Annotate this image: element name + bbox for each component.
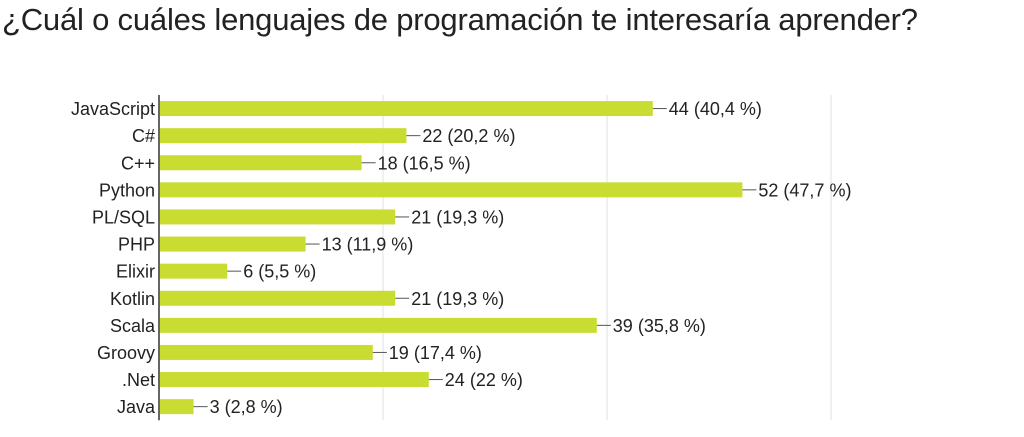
bars (160, 101, 743, 415)
category-label-5: PHP (118, 235, 155, 255)
grid-lines (382, 95, 832, 421)
value-label-10: 24 (22 %) (445, 370, 523, 390)
value-label-3: 52 (47,7 %) (758, 180, 851, 200)
category-label-0: JavaScript (71, 99, 155, 119)
bar-2 (160, 155, 362, 171)
bar-4 (160, 209, 396, 225)
category-label-11: Java (117, 397, 156, 417)
value-label-4: 21 (19,3 %) (411, 207, 504, 227)
value-label-7: 21 (19,3 %) (411, 289, 504, 309)
value-label-1: 22 (20,2 %) (422, 126, 515, 146)
category-label-8: Scala (110, 316, 156, 336)
value-label-2: 18 (16,5 %) (378, 153, 471, 173)
category-label-10: .Net (122, 370, 155, 390)
value-label-11: 3 (2,8 %) (210, 397, 283, 417)
value-label-5: 13 (11,9 %) (322, 235, 414, 255)
category-label-1: C# (132, 126, 155, 146)
category-label-3: Python (99, 180, 155, 200)
bar-6 (160, 263, 228, 279)
category-label-9: Groovy (97, 343, 155, 363)
value-label-6: 6 (5,5 %) (243, 262, 316, 282)
category-label-4: PL/SQL (92, 207, 155, 227)
category-label-2: C++ (121, 153, 155, 173)
bar-3 (160, 182, 743, 198)
category-label-7: Kotlin (110, 289, 155, 309)
bar-10 (160, 372, 429, 388)
labels: 44 (40,4 %) JavaScript 22 (20,2 %) C# 18 (16… (71, 99, 852, 417)
value-label-0: 44 (40,4 %) (669, 99, 762, 119)
bar-1 (160, 128, 407, 144)
bar-9 (160, 344, 373, 360)
bar-5 (160, 236, 306, 252)
value-label-9: 19 (17,4 %) (389, 343, 482, 363)
chart-title: ¿Cuál o cuáles lenguajes de programación… (2, 2, 918, 37)
bar-7 (160, 290, 396, 306)
category-label-6: Elixir (116, 262, 155, 282)
bar-0 (160, 101, 653, 117)
value-label-8: 39 (35,8 %) (613, 316, 706, 336)
bar-11 (160, 399, 194, 415)
bar-8 (160, 317, 597, 333)
